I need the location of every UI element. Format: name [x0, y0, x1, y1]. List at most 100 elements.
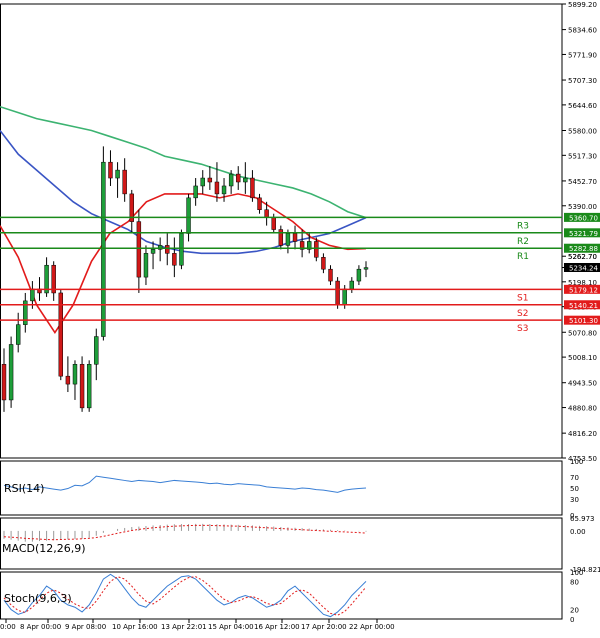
level-price-box: [564, 300, 600, 310]
price-tick-label: 5580.00: [568, 127, 597, 135]
candle-up: [86, 364, 92, 409]
price-tick-label: 4816.20: [568, 430, 597, 438]
level-price-box: [564, 315, 600, 325]
current-price-box: [564, 262, 600, 272]
candle-down: [1, 364, 7, 401]
level-price-label: 5140.21: [569, 302, 598, 310]
level-price-label: 5101.30: [569, 317, 598, 325]
candle-down: [257, 197, 262, 210]
candle-up: [363, 267, 369, 270]
candle-up: [44, 264, 49, 294]
candle-up: [193, 185, 198, 199]
macd-axis-label: 0.00: [570, 528, 586, 536]
macd-axis-label: 65.973: [570, 515, 595, 523]
level-price-label: 5179.12: [569, 286, 598, 294]
macd-signal-line: [3, 524, 367, 541]
candle-up: [143, 253, 149, 278]
candle-up: [101, 161, 106, 337]
candle-down: [136, 221, 142, 278]
rsi-axis-label: 50: [570, 485, 579, 493]
candle-down: [207, 177, 213, 183]
candle-up: [72, 364, 78, 385]
time-axis-label: 22 Apr 00:00: [349, 623, 395, 631]
candle-up: [179, 233, 184, 266]
time-axis-label: 15 Apr 04:00: [208, 623, 254, 631]
rsi-axis-label: 70: [570, 474, 579, 482]
candle-down: [314, 241, 319, 258]
price-tick-label: 5262.70: [568, 253, 597, 261]
price-tick-label: 5517.30: [568, 152, 597, 160]
price-tick-label: 5070.80: [568, 329, 597, 337]
price-tick-label: 5707.30: [568, 77, 597, 85]
level-price-label: 5321.79: [569, 230, 598, 238]
candle-down: [328, 268, 333, 282]
candle-down: [321, 257, 326, 270]
rsi-axis-label: 30: [570, 496, 579, 504]
candle-up: [115, 169, 120, 179]
rsi-pane-frame: [0, 460, 563, 516]
price-tick-label: 4753.50: [568, 455, 597, 463]
level-label-r3: R3: [517, 221, 529, 231]
level-price-box: [564, 212, 600, 222]
candle-up: [228, 173, 234, 187]
macd-label: MACD(12,26,9): [2, 542, 86, 555]
level-price-box: [564, 243, 600, 253]
candle-down: [335, 280, 340, 306]
candle-down: [292, 233, 298, 242]
price-tick-label: 5262.70: [568, 253, 597, 261]
candle-down: [271, 217, 276, 230]
candle-up: [186, 197, 191, 234]
candle-down: [214, 181, 220, 195]
price-tick-label: 5899.20: [568, 1, 597, 9]
time-axis-label: 16 Apr 12:00: [254, 623, 300, 631]
candle-down: [278, 229, 284, 246]
level-price-box: [564, 228, 600, 238]
candle-up: [285, 233, 291, 246]
level-price-box: [564, 284, 600, 294]
level-label-s1: S1: [517, 293, 528, 303]
candle-down: [108, 161, 113, 179]
price-tick-label: 4943.50: [568, 380, 597, 388]
stoch-k-line: [3, 573, 367, 618]
candle-down: [172, 253, 177, 266]
rsi-line: [3, 475, 367, 493]
candle-up: [94, 336, 99, 365]
price-tick-label: 5771.90: [568, 51, 597, 59]
stoch-axis-label: 80: [570, 578, 579, 586]
time-axis-label: 8 Apr 00:00: [20, 623, 61, 631]
time-axis-label: 13 Apr 22:01: [161, 623, 207, 631]
candle-up: [157, 245, 163, 250]
time-axis-label: 0:00: [0, 623, 16, 631]
level-price-label: 5282.88: [569, 245, 598, 253]
time-axis-label: 17 Apr 20:00: [301, 623, 347, 631]
candle-down: [250, 177, 255, 199]
price-tick-label: 4880.80: [568, 405, 597, 413]
candle-down: [165, 245, 170, 254]
rsi-label: RSI(14): [4, 482, 44, 495]
candle-down: [51, 264, 56, 294]
current-price-label: 5234.24: [569, 264, 598, 272]
stoch-pane-frame: [0, 571, 563, 620]
price-tick-label: 5008.10: [568, 354, 597, 362]
time-axis-label: 10 Apr 16:00: [112, 623, 158, 631]
candle-up: [150, 249, 156, 254]
candle-down: [58, 292, 63, 377]
candle-down: [129, 193, 134, 222]
candle-up: [23, 300, 28, 325]
candle-up: [356, 268, 362, 282]
time-axis-label: 9 Apr 08:00: [65, 623, 106, 631]
price-tick-label: 5452.70: [568, 178, 597, 186]
stoch-axis-label: 20: [570, 607, 579, 615]
candle-up: [30, 288, 35, 302]
candle-up: [15, 324, 21, 345]
candle-up: [243, 177, 248, 183]
candle-down: [79, 364, 85, 409]
price-tick-label: 5644.60: [568, 102, 597, 110]
candle-up: [349, 280, 355, 290]
price-tick-label: 5198.10: [568, 279, 597, 287]
price-tick-label: 5390.00: [568, 203, 597, 211]
rsi-axis-label: 100: [570, 458, 583, 466]
candle-down: [264, 209, 269, 218]
candle-up: [200, 177, 205, 187]
